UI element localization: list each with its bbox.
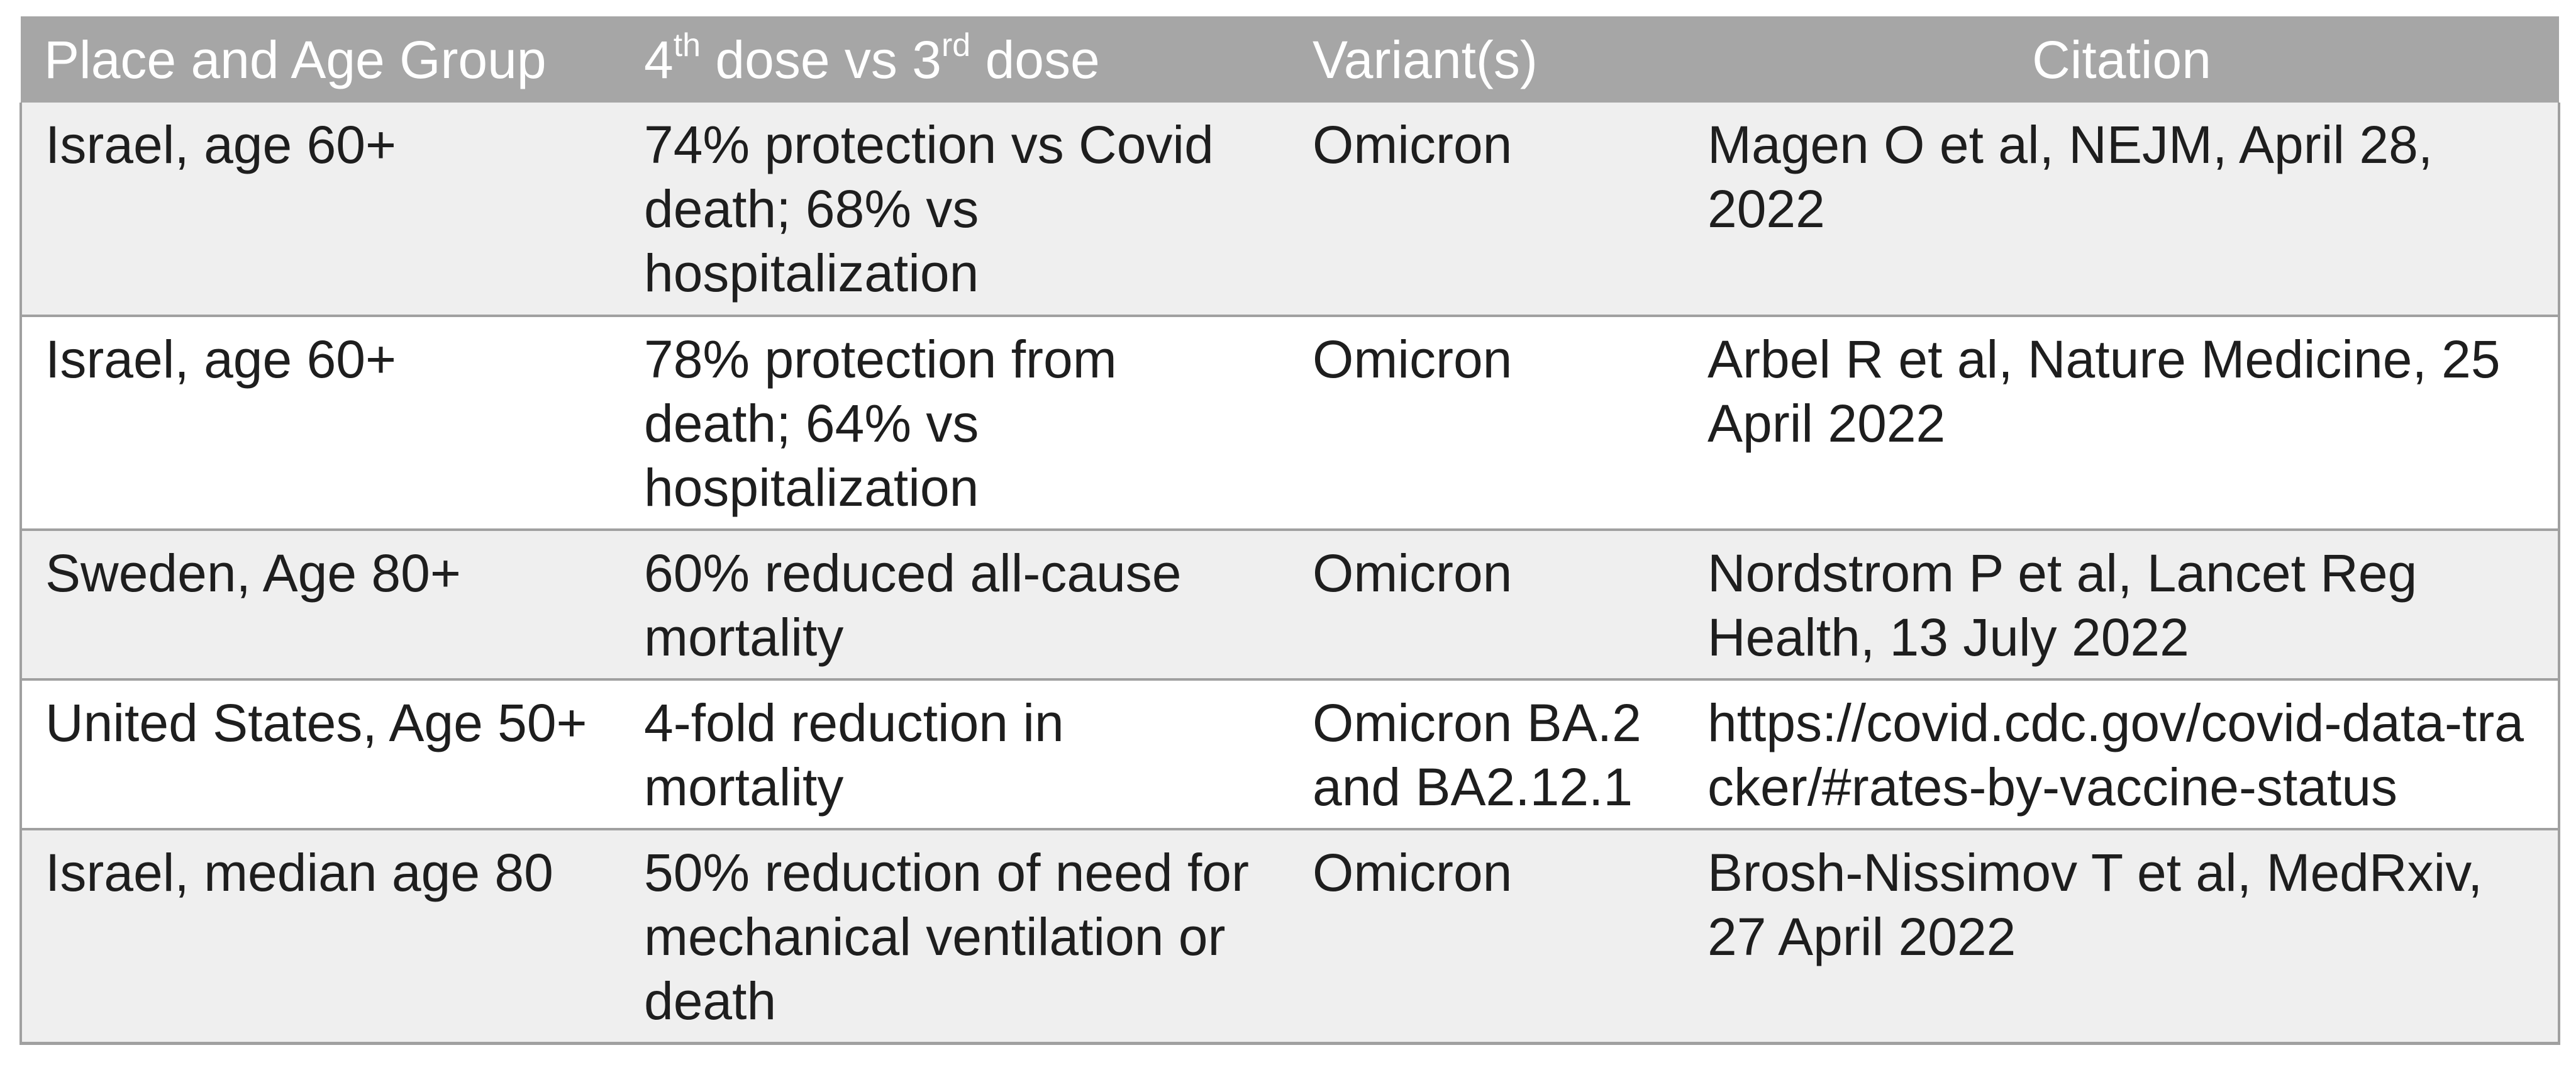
table-header-row: Place and Age Group 4th dose vs 3rd dose… <box>21 16 2559 103</box>
header-dose-ordinal-th: th <box>673 26 701 64</box>
vaccine-effectiveness-table: Place and Age Group 4th dose vs 3rd dose… <box>19 16 2560 1045</box>
header-dose-mid: dose vs 3 <box>701 30 941 89</box>
cell-citation: Nordstrom P et al, Lancet Reg Health, 13… <box>1684 530 2560 681</box>
cell-place: United States, Age 50+ <box>19 679 621 830</box>
cell-citation: Arbel R et al, Nature Medicine, 25 April… <box>1684 316 2560 531</box>
table-row: Israel, age 60+ 78% protection from deat… <box>19 316 2560 531</box>
cell-variant: Omicron <box>1289 103 1684 317</box>
cell-place: Sweden, Age 80+ <box>19 530 621 681</box>
cell-variant: Omicron BA.2 and BA2.12.1 <box>1289 679 1684 830</box>
cell-citation: Magen O et al, NEJM, April 28, 2022 <box>1684 103 2560 317</box>
cell-variant: Omicron <box>1289 316 1684 531</box>
cell-result: 78% protection from death; 64% vs hospit… <box>621 316 1289 531</box>
cell-place: Israel, median age 80 <box>19 829 621 1045</box>
table-row: Israel, age 60+ 74% protection vs Covid … <box>19 103 2560 317</box>
header-dose-comparison: 4th dose vs 3rd dose <box>621 16 1289 103</box>
header-variants: Variant(s) <box>1289 16 1684 103</box>
cell-result: 60% reduced all-cause mortality <box>621 530 1289 681</box>
vaccine-effectiveness-table-wrapper: Place and Age Group 4th dose vs 3rd dose… <box>19 16 2560 1045</box>
header-dose-ordinal-rd: rd <box>941 26 971 64</box>
header-dose-end: dose <box>970 30 1100 89</box>
cell-citation-url: https://covid.cdc.gov/covid-data-tracker… <box>1684 679 2560 830</box>
header-citation: Citation <box>1684 16 2559 103</box>
cell-place: Israel, age 60+ <box>19 103 621 317</box>
header-dose-number: 4 <box>644 30 674 89</box>
header-place-age-group: Place and Age Group <box>21 16 621 103</box>
table-row: United States, Age 50+ 4-fold reduction … <box>19 679 2560 830</box>
cell-result: 74% protection vs Covid death; 68% vs ho… <box>621 103 1289 317</box>
cell-citation: Brosh-Nissimov T et al, MedRxiv, 27 Apri… <box>1684 829 2560 1045</box>
cell-variant: Omicron <box>1289 829 1684 1045</box>
table-row: Israel, median age 80 50% reduction of n… <box>19 829 2560 1045</box>
table-row: Sweden, Age 80+ 60% reduced all-cause mo… <box>19 530 2560 681</box>
cell-result: 50% reduction of need for mechanical ven… <box>621 829 1289 1045</box>
cell-variant: Omicron <box>1289 530 1684 681</box>
cell-place: Israel, age 60+ <box>19 316 621 531</box>
cell-result: 4-fold reduction in mortality <box>621 679 1289 830</box>
